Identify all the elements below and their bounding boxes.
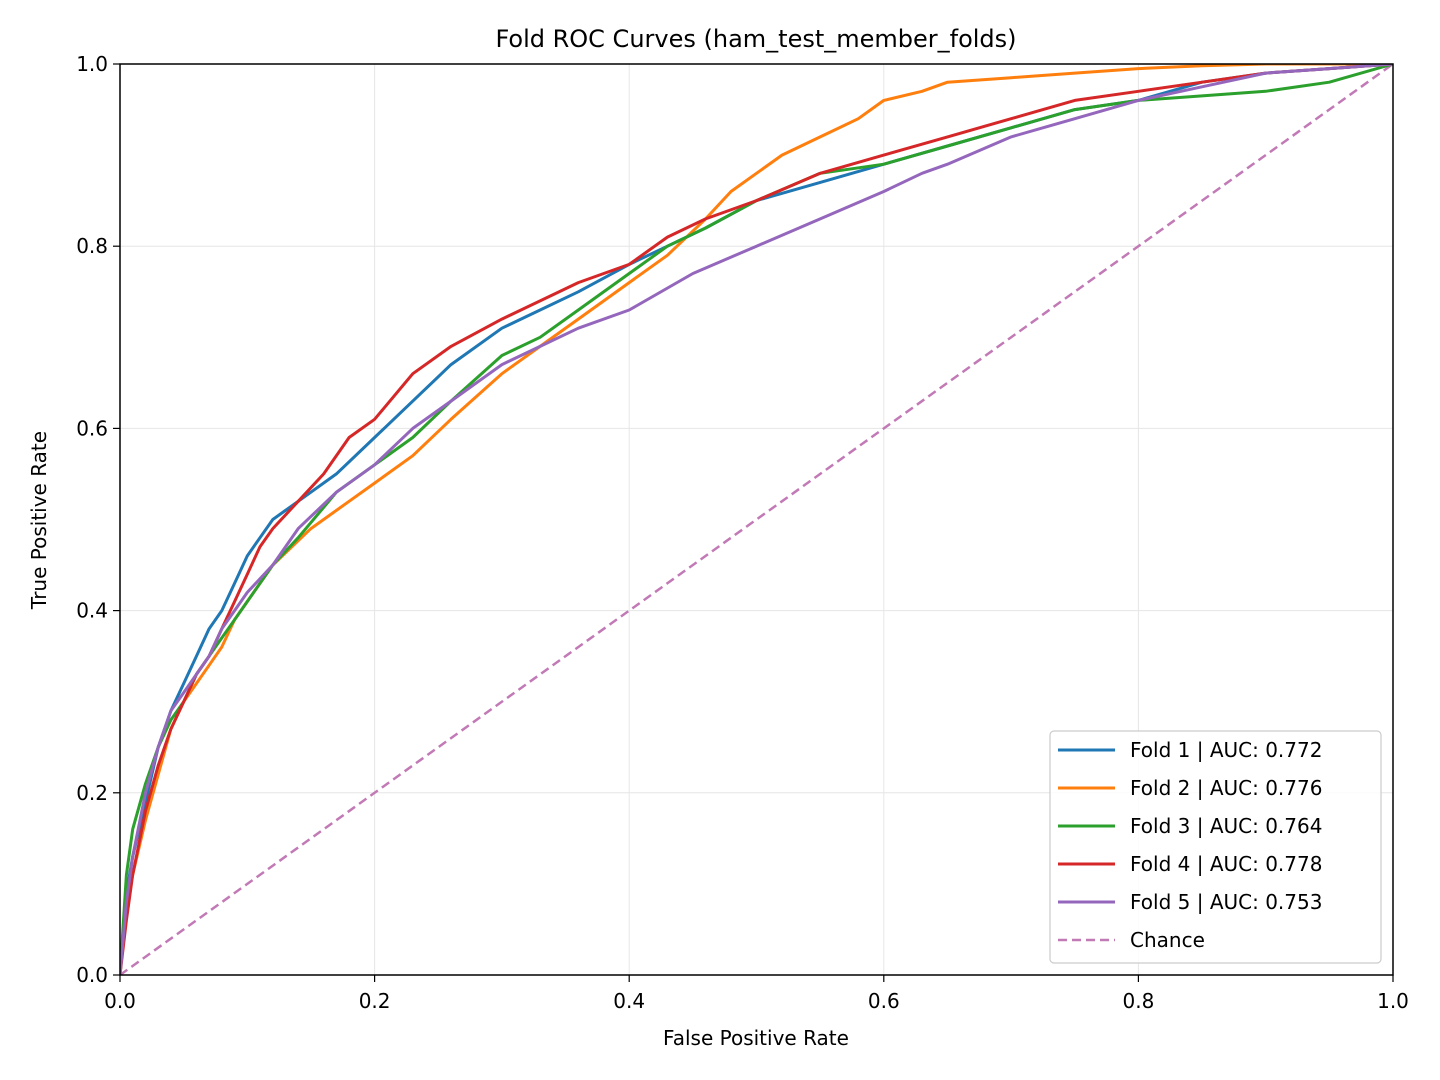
x-tick-label: 0.0 xyxy=(104,989,136,1013)
x-tick-label: 0.6 xyxy=(868,989,900,1013)
x-tick-label: 0.2 xyxy=(359,989,391,1013)
roc-curve-fold-4 xyxy=(120,64,1393,975)
x-tick-label: 0.8 xyxy=(1122,989,1154,1013)
roc-curve-fold-5 xyxy=(120,64,1393,975)
y-tick-label: 0.6 xyxy=(76,416,108,440)
x-tick-label: 1.0 xyxy=(1377,989,1409,1013)
plot-frame xyxy=(119,63,1394,976)
x-tick-label: 0.4 xyxy=(613,989,645,1013)
legend-label: Fold 1 | AUC: 0.772 xyxy=(1130,738,1322,762)
legend-label: Fold 5 | AUC: 0.753 xyxy=(1130,890,1322,914)
chance-line xyxy=(120,64,1393,975)
y-tick-label: 0.8 xyxy=(76,234,108,258)
y-axis-label: True Positive Rate xyxy=(27,431,51,610)
y-tick-label: 0.4 xyxy=(76,599,108,623)
legend-label: Chance xyxy=(1130,928,1205,952)
legend-label: Fold 2 | AUC: 0.776 xyxy=(1130,776,1322,800)
legend-box xyxy=(1049,730,1382,964)
curves xyxy=(120,64,1393,975)
legend: Fold 1 | AUC: 0.772 Fold 2 | AUC: 0.776 Fo… xyxy=(1049,730,1382,964)
chart-title: Fold ROC Curves (ham_test_member_folds) xyxy=(495,25,1016,53)
legend-label: Fold 4 | AUC: 0.778 xyxy=(1130,852,1322,876)
y-tick-label: 0.2 xyxy=(76,781,108,805)
ticks: 0.0 0.2 0.4 0.6 0.8 1.0 0.0 0.2 0.4 0.6 0.8 1.0 xyxy=(76,52,1409,1013)
legend-label: Fold 3 | AUC: 0.764 xyxy=(1130,814,1322,838)
y-tick-label: 0.0 xyxy=(76,963,108,987)
y-tick-label: 1.0 xyxy=(76,52,108,76)
x-axis-label: False Positive Rate xyxy=(663,1026,849,1050)
